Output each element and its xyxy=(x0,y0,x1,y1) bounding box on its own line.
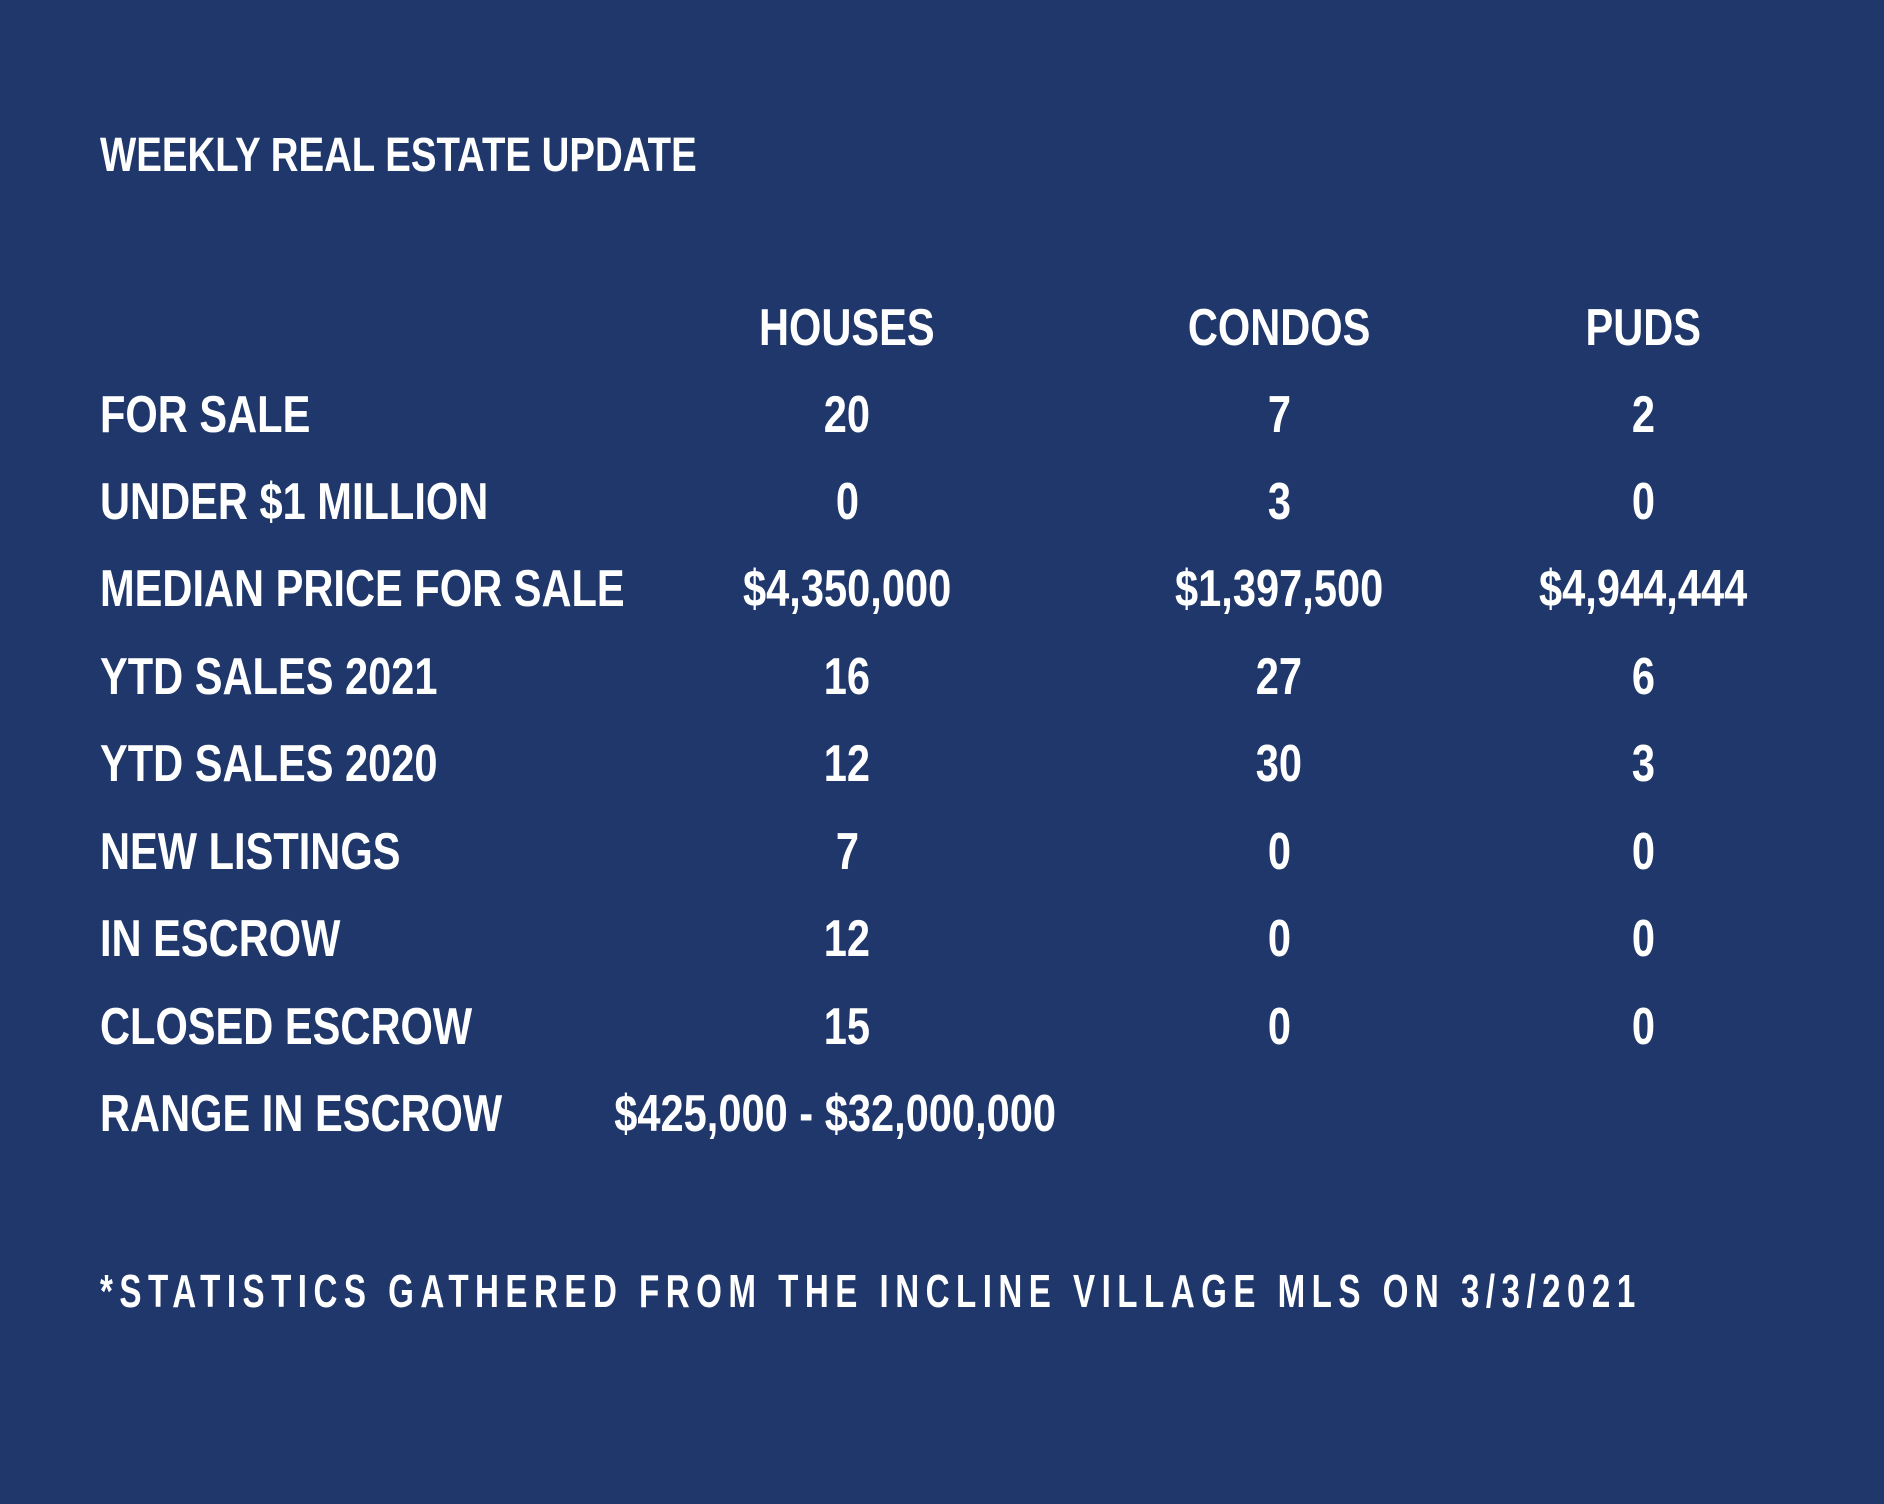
cell-houses: 0 xyxy=(835,473,859,531)
row-label-new-listings: NEW LISTINGS xyxy=(100,823,401,881)
row-label-under-1-million: UNDER $1 MILLION xyxy=(100,473,489,531)
cell-condos: 0 xyxy=(1267,823,1291,881)
column-header-puds: PUDS xyxy=(1585,299,1701,357)
cell-puds: 6 xyxy=(1631,648,1655,706)
cell-condos: 3 xyxy=(1267,473,1291,531)
cell-condos: 27 xyxy=(1255,648,1303,706)
cell-houses: 20 xyxy=(823,386,871,444)
row-label-median-price: MEDIAN PRICE FOR SALE xyxy=(100,560,625,618)
cell-puds: 0 xyxy=(1631,998,1655,1056)
cell-condos: 30 xyxy=(1255,735,1303,793)
cell-houses: 7 xyxy=(835,823,859,881)
cell-condos: 7 xyxy=(1267,386,1291,444)
cell-houses: 15 xyxy=(823,998,871,1056)
column-header-houses: HOUSES xyxy=(759,299,935,357)
row-label-ytd-sales-2020: YTD SALES 2020 xyxy=(100,735,438,793)
cell-puds: 0 xyxy=(1631,473,1655,531)
footnote: *STATISTICS GATHERED FROM THE INCLINE VI… xyxy=(100,1265,1642,1317)
cell-puds: 2 xyxy=(1631,386,1655,444)
row-label-closed-escrow: CLOSED ESCROW xyxy=(100,998,473,1056)
row-label-for-sale: FOR SALE xyxy=(100,386,311,444)
cell-houses: $4,350,000 xyxy=(742,560,952,618)
row-label-in-escrow: IN ESCROW xyxy=(100,910,341,968)
cell-houses: 12 xyxy=(823,910,871,968)
cell-puds: 3 xyxy=(1631,735,1655,793)
cell-range-in-escrow: $425,000 - $32,000,000 xyxy=(614,1085,1056,1143)
cell-houses: 12 xyxy=(823,735,871,793)
cell-condos: 0 xyxy=(1267,998,1291,1056)
row-label-ytd-sales-2021: YTD SALES 2021 xyxy=(100,648,438,706)
column-header-condos: CONDOS xyxy=(1187,299,1371,357)
row-label-range-in-escrow: RANGE IN ESCROW xyxy=(100,1085,503,1143)
cell-puds: 0 xyxy=(1631,910,1655,968)
cell-condos: $1,397,500 xyxy=(1174,560,1384,618)
page-title: WEEKLY REAL ESTATE UPDATE xyxy=(100,129,697,182)
cell-puds: 0 xyxy=(1631,823,1655,881)
cell-puds: $4,944,444 xyxy=(1538,560,1748,618)
cell-condos: 0 xyxy=(1267,910,1291,968)
cell-houses: 16 xyxy=(823,648,871,706)
